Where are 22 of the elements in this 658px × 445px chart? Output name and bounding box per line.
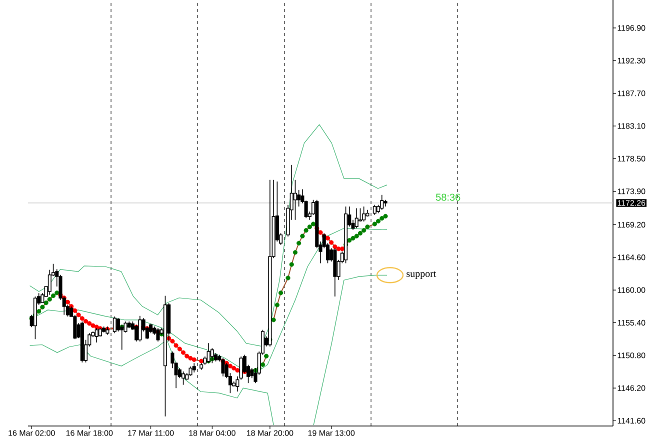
x-tick-label: 16 Mar 18:00 [66, 430, 113, 436]
y-tick-label: 1169.20 [618, 222, 646, 228]
y-tick-label: 1187.70 [618, 90, 646, 96]
y-tick-label: 1178.50 [618, 156, 646, 162]
x-tick-label: 16 Mar 02:00 [8, 430, 55, 436]
y-tick-label: 1150.80 [618, 352, 646, 358]
y-tick-label: 1164.60 [618, 254, 646, 260]
x-tick-label: 18 Mar 20:00 [246, 430, 294, 436]
x-tick-label: 18 Mar 04:00 [189, 430, 236, 436]
y-tick-label: 1146.20 [618, 385, 646, 391]
y-tick-label: 1155.40 [618, 320, 646, 326]
y-tick-label: 1141.60 [618, 418, 646, 424]
ref-line-label: 1172.26 [618, 200, 646, 206]
y-tick-label: 1173.90 [618, 188, 646, 194]
y-tick-label: 1160.00 [618, 287, 646, 293]
x-tick-label: 19 Mar 13:00 [308, 430, 355, 436]
y-tick-label: 1183.10 [618, 123, 646, 129]
y-tick-label: 1192.30 [618, 58, 646, 64]
x-tick-label: 17 Mar 11:00 [128, 430, 174, 436]
y-tick-label: 1196.90 [618, 25, 646, 31]
annotation: support [406, 271, 436, 280]
annotation: 58:36 [436, 194, 460, 201]
